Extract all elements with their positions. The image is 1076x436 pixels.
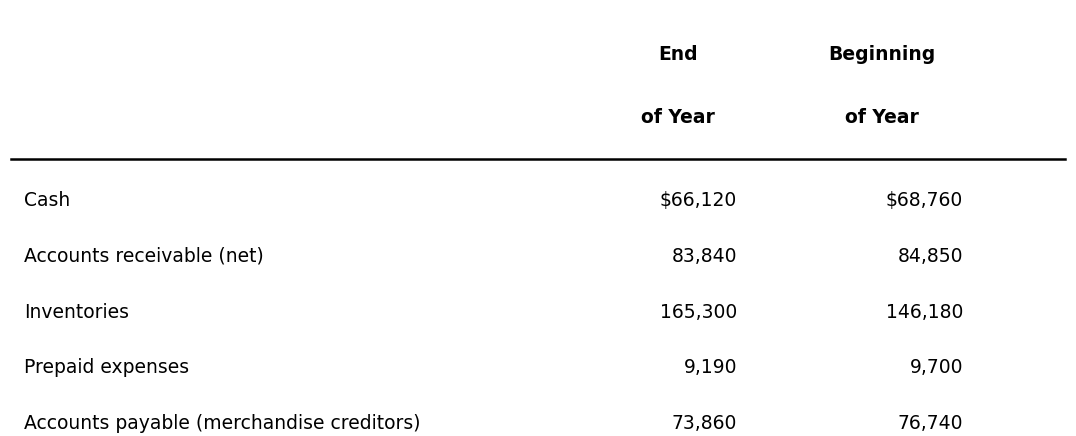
Text: $66,120: $66,120: [660, 191, 737, 210]
Text: Cash: Cash: [24, 191, 70, 210]
Text: 9,700: 9,700: [909, 358, 963, 378]
Text: 83,840: 83,840: [671, 247, 737, 266]
Text: 9,190: 9,190: [683, 358, 737, 378]
Text: 165,300: 165,300: [660, 303, 737, 322]
Text: 73,860: 73,860: [671, 414, 737, 433]
Text: 84,850: 84,850: [897, 247, 963, 266]
Text: Beginning: Beginning: [829, 45, 936, 64]
Text: Accounts payable (merchandise creditors): Accounts payable (merchandise creditors): [24, 414, 420, 433]
Text: $68,760: $68,760: [886, 191, 963, 210]
Text: Accounts receivable (net): Accounts receivable (net): [24, 247, 264, 266]
Text: 76,740: 76,740: [897, 414, 963, 433]
Text: Inventories: Inventories: [24, 303, 129, 322]
Text: 146,180: 146,180: [886, 303, 963, 322]
Text: of Year: of Year: [641, 108, 714, 127]
Text: End: End: [659, 45, 697, 64]
Text: of Year: of Year: [846, 108, 919, 127]
Text: Prepaid expenses: Prepaid expenses: [24, 358, 188, 378]
